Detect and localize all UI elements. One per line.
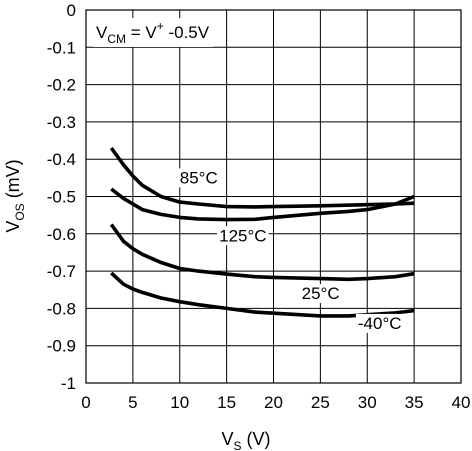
y-tick-label: 0 [67,1,76,20]
x-axis-title-main: V [221,429,233,449]
series-label-bg [299,284,342,304]
y-tick-label: -0.1 [47,38,76,57]
y-tick-label: -0.7 [47,262,76,281]
series-line-2 [109,223,415,282]
series-label: 25°C [302,284,340,303]
y-tick-label: -0.2 [47,76,76,95]
condition-a-sub: CM [107,32,126,46]
y-tick-label: -0.3 [47,113,76,132]
x-tick-label: 0 [81,393,90,412]
y-tick-label: -0.4 [47,150,76,169]
x-tick-label: 5 [128,393,137,412]
x-tick-label: 25 [311,393,330,412]
y-tick-label: -0.8 [47,299,76,318]
y-tick-label: -0.5 [47,188,76,207]
condition-label-bg [93,18,213,47]
x-tick-label: 15 [217,393,236,412]
condition-a: V [96,23,108,42]
x-tick-label: 20 [264,393,283,412]
series-label-bg [355,313,404,333]
condition-b: = V [126,23,157,42]
y-axis-title-unit: (mV) [3,159,23,203]
condition-c: -0.5V [164,23,210,42]
series-label: -40°C [358,314,402,333]
annotations: 85°C 125°C 25°C -40°C [177,168,404,333]
y-tick-label: -1 [61,374,76,393]
series-label: 85°C [180,168,218,187]
x-axis-title: VS (V) [221,429,270,451]
x-tick-label: 30 [358,393,377,412]
x-axis-title-sub: S [234,439,242,451]
x-tick-label: 35 [405,393,424,412]
series-label-bg [217,226,269,246]
y-tick-label: -0.6 [47,225,76,244]
y-axis-title: VOS (mV) [3,159,27,232]
x-axis-title-unit: (V) [242,429,271,449]
x-tick-label: 10 [170,393,189,412]
y-axis-title-main: V [3,221,23,233]
tick-labels: 0 5 10 15 20 25 30 35 40 0 -0.1 -0.2 -0.3 -0.4 -0.5 -0.… [47,1,471,412]
series-label: 125°C [219,226,266,245]
series-line-0 [109,146,415,209]
series-line-1 [110,187,415,222]
series-label-bg [177,168,220,188]
plot-frame [85,9,462,384]
y-tick-label: -0.9 [47,337,76,356]
condition-label: VCM = V+ -0.5V [96,19,210,46]
y-axis-title-sub: OS [13,203,27,220]
x-tick-label: 40 [452,393,471,412]
condition-b-sup: + [157,19,164,33]
